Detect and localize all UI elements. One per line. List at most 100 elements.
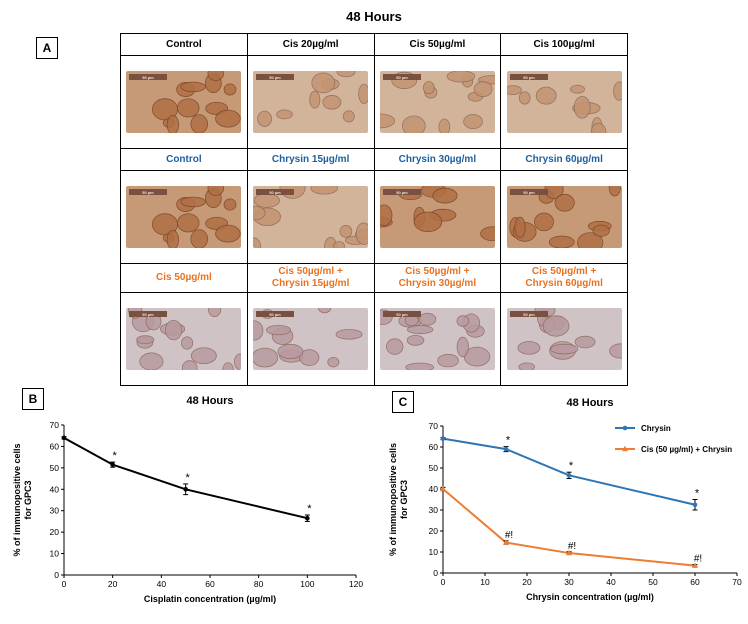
stained-cell xyxy=(517,341,540,355)
micrograph-cell: 50 µm xyxy=(500,55,628,149)
stained-cell xyxy=(177,213,200,233)
y-axis-label-line: % of immunopositive cells xyxy=(12,443,22,556)
y-tick-label: 10 xyxy=(429,547,439,557)
scale-bar xyxy=(382,189,421,195)
stained-cell xyxy=(514,216,526,239)
y-tick-label: 30 xyxy=(50,506,60,516)
header-line-2: Chrysin 15µg/ml xyxy=(271,278,350,289)
stained-cell xyxy=(167,114,180,133)
x-axis-label: Cisplatin concentration (µg/ml) xyxy=(144,594,276,604)
stained-cell xyxy=(191,347,218,365)
stained-cell xyxy=(224,83,237,96)
x-tick-label: 20 xyxy=(108,579,118,589)
micrograph-cell: 50 µm xyxy=(500,292,628,386)
stained-cell xyxy=(518,91,531,105)
x-tick-label: 60 xyxy=(690,577,700,587)
header-cis-50-only: Cis 50µg/ml xyxy=(120,263,248,293)
stained-cell xyxy=(573,95,591,119)
x-tick-label: 0 xyxy=(441,577,446,587)
stained-cell xyxy=(336,71,356,78)
stained-cell xyxy=(554,193,575,212)
scale-bar-label: 50 µm xyxy=(396,75,408,80)
micrograph-combo-30: 50 µm xyxy=(379,308,495,370)
x-tick-label: 20 xyxy=(522,577,532,587)
scale-bar xyxy=(509,311,548,317)
stained-cell xyxy=(167,229,180,248)
stained-cell xyxy=(456,336,469,358)
stained-cell xyxy=(253,347,279,368)
stained-cell xyxy=(253,320,264,341)
stained-cell xyxy=(358,83,369,105)
micrograph-cis-100: 50 µm xyxy=(506,71,622,133)
series-line xyxy=(63,436,308,520)
significance-label: * xyxy=(506,435,511,447)
data-point xyxy=(692,562,698,568)
header-combo-30: Cis 50µg/ml + Chrysin 30µg/ml xyxy=(373,263,502,293)
x-tick-label: 100 xyxy=(300,579,314,589)
scale-bar-label: 50 µm xyxy=(143,190,155,195)
micrograph-chrysin-15: 50 µm xyxy=(253,186,369,248)
stained-cell xyxy=(608,186,621,197)
significance-label: #! xyxy=(505,530,513,541)
header-chrysin-60: Chrysin 60µg/ml xyxy=(500,148,628,171)
stained-cell xyxy=(182,360,198,370)
stained-cell xyxy=(253,193,281,208)
stained-cell xyxy=(518,362,535,370)
stained-cell xyxy=(446,71,476,83)
x-axis-label: Chrysin concentration (µg/ml) xyxy=(526,592,654,602)
stained-cell xyxy=(379,204,393,226)
y-tick-label: 70 xyxy=(50,420,60,430)
data-point xyxy=(566,549,572,556)
y-axis-label-line: % of immunopositive cells xyxy=(388,443,398,556)
micrograph-chrysin-30: 50 µm xyxy=(379,186,495,248)
micrograph-background xyxy=(506,308,622,370)
micrograph-grid: Control Cis 20µg/ml Cis 50µg/ml Cis 100µ… xyxy=(120,33,628,386)
stained-cell xyxy=(422,81,435,95)
stained-cell xyxy=(385,338,404,355)
series-line xyxy=(442,488,696,567)
legend-label: Chrysin xyxy=(641,424,671,433)
micrograph-cis-20: 50 µm xyxy=(253,71,369,133)
header-cis-50: Cis 50µg/ml xyxy=(373,33,502,56)
header-control: Control xyxy=(120,33,248,56)
micrograph-control-2: 50 µm xyxy=(126,186,242,248)
stained-cell xyxy=(253,237,262,248)
significance-label: * xyxy=(307,503,312,515)
stained-cell xyxy=(181,336,194,350)
x-tick-label: 0 xyxy=(62,579,67,589)
stained-cell xyxy=(576,232,603,248)
scale-bar-label: 50 µm xyxy=(523,312,535,317)
stained-cell xyxy=(177,98,200,118)
stained-cell xyxy=(165,319,183,341)
stained-cell xyxy=(276,109,293,120)
y-axis-label-line: for GPC3 xyxy=(399,480,409,519)
stained-cell xyxy=(432,187,458,204)
y-tick-label: 10 xyxy=(50,549,60,559)
y-tick-label: 20 xyxy=(429,526,439,536)
significance-label: * xyxy=(695,488,700,500)
stained-cell xyxy=(327,357,340,368)
scale-bar-label: 50 µm xyxy=(396,190,408,195)
header-chrysin-15: Chrysin 15µg/ml xyxy=(246,148,375,171)
micrograph-cis-50-only: 50 µm xyxy=(126,308,242,370)
data-point xyxy=(692,502,698,508)
scale-bar xyxy=(256,311,295,317)
scale-bar-label: 50 µm xyxy=(269,190,281,195)
micrograph-combo-15: 50 µm xyxy=(253,308,369,370)
stained-cell xyxy=(299,349,320,366)
stained-cell xyxy=(608,343,622,359)
scale-bar xyxy=(509,189,548,195)
stained-cell xyxy=(310,186,339,195)
stained-cell xyxy=(548,235,575,248)
stained-cell xyxy=(266,324,292,336)
scale-bar-label: 50 µm xyxy=(396,312,408,317)
stained-cell xyxy=(253,205,266,221)
stained-cell xyxy=(277,343,304,360)
stained-cell xyxy=(405,362,434,370)
micrograph-cell: 50 µm xyxy=(373,292,502,386)
scale-bar xyxy=(256,189,295,195)
stained-cell xyxy=(234,353,242,370)
stained-cell xyxy=(473,81,493,97)
micrograph-cell: 50 µm xyxy=(373,170,502,264)
header-cis-100: Cis 100µg/ml xyxy=(500,33,628,56)
